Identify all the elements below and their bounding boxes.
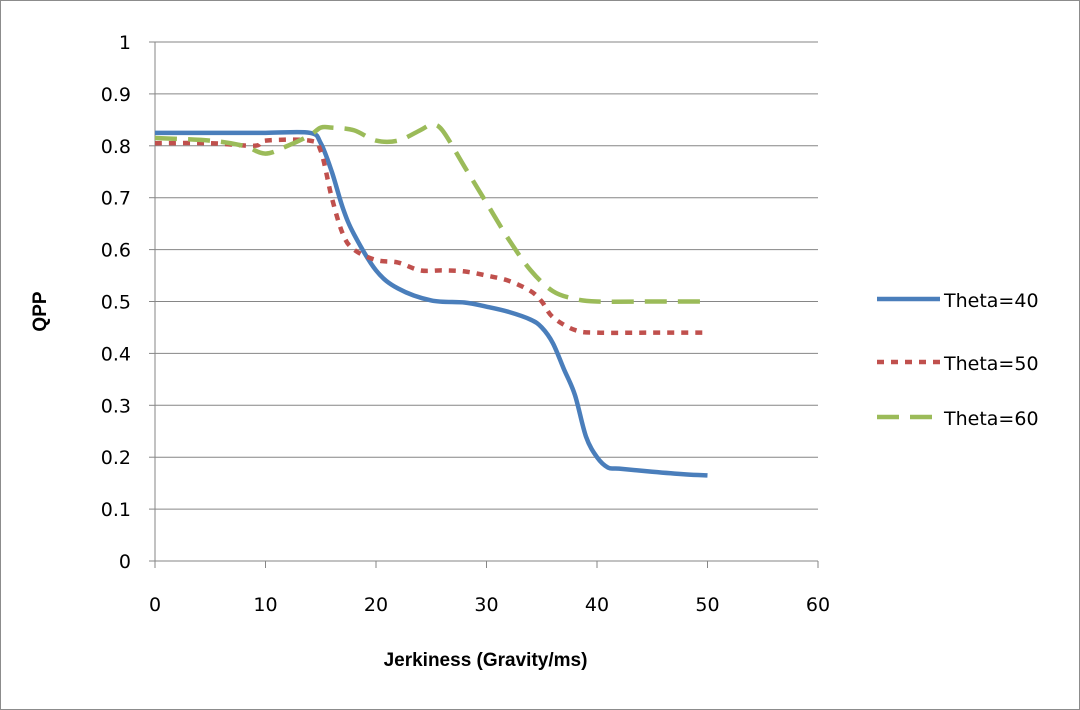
data-series: [154, 122, 708, 478]
y-tick-label-5: 0.5: [101, 292, 131, 314]
x-axis-tick-labels: 0 10 20 30 40 50 60: [149, 594, 830, 616]
legend-label-3: Theta=60: [943, 408, 1039, 430]
legend-label-2: Theta=50: [943, 353, 1039, 375]
x-tick-label-2: 20: [364, 594, 388, 616]
y-tick-label-7: 0.7: [101, 188, 131, 210]
y-tick-label-1: 0.1: [101, 499, 131, 521]
legend-label-1: Theta=40: [943, 290, 1039, 312]
legend: Theta=40 Theta=50 Theta=60: [877, 290, 1039, 430]
y-tick-label-3: 0.3: [101, 395, 131, 417]
x-tick-label-1: 10: [253, 594, 277, 616]
x-tick-label-0: 0: [149, 594, 161, 616]
y-axis-tick-labels: 0 0.1 0.2 0.3 0.4 0.5 0.6 0.7 0.8 0.9 1: [101, 32, 131, 573]
series-line-3: [154, 122, 708, 304]
x-tick-label-3: 30: [474, 594, 498, 616]
series-line-1: [155, 129, 708, 478]
y-tick-label-0: 0: [119, 551, 131, 573]
y-axis-title: QPP: [30, 291, 51, 331]
y-tick-label-2: 0.2: [101, 447, 131, 469]
axes: [154, 42, 819, 568]
y-tick-label-4: 0.4: [101, 343, 131, 365]
y-tick-label-6: 0.6: [101, 240, 131, 262]
x-tick-label-5: 50: [695, 594, 719, 616]
x-axis-title: Jerkiness (Gravity/ms): [384, 650, 588, 671]
gridlines: [149, 41, 818, 562]
x-tick-label-6: 60: [806, 594, 830, 616]
y-tick-label-9: 0.9: [101, 84, 131, 106]
y-tick-label-8: 0.8: [101, 136, 131, 158]
y-tick-label-10: 1: [119, 32, 131, 54]
x-tick-label-4: 40: [585, 594, 609, 616]
